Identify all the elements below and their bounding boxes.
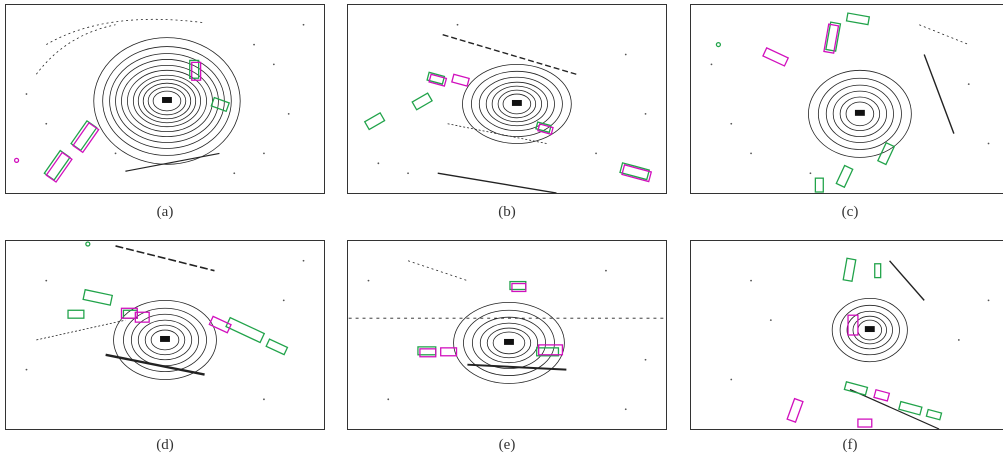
lidar-panel-f xyxy=(690,240,1003,430)
point-cloud-d xyxy=(25,241,305,401)
caption-c: (c) xyxy=(841,204,859,220)
point-cloud-f xyxy=(730,257,990,429)
caption-e: (e) xyxy=(498,437,516,453)
caption-a: (a) xyxy=(156,204,174,220)
caption-f: (f) xyxy=(842,437,858,453)
point-cloud-a xyxy=(13,18,305,183)
point-cloud-b xyxy=(363,23,653,193)
caption-b: (b) xyxy=(498,204,516,220)
lidar-panel-e xyxy=(347,240,667,430)
point-cloud-c xyxy=(710,12,990,193)
lidar-panel-c xyxy=(690,4,1003,194)
caption-d: (d) xyxy=(156,437,174,453)
lidar-panel-b xyxy=(347,4,667,194)
point-cloud-e xyxy=(348,260,666,411)
lidar-panel-d xyxy=(5,240,325,430)
lidar-panel-a xyxy=(5,4,325,194)
